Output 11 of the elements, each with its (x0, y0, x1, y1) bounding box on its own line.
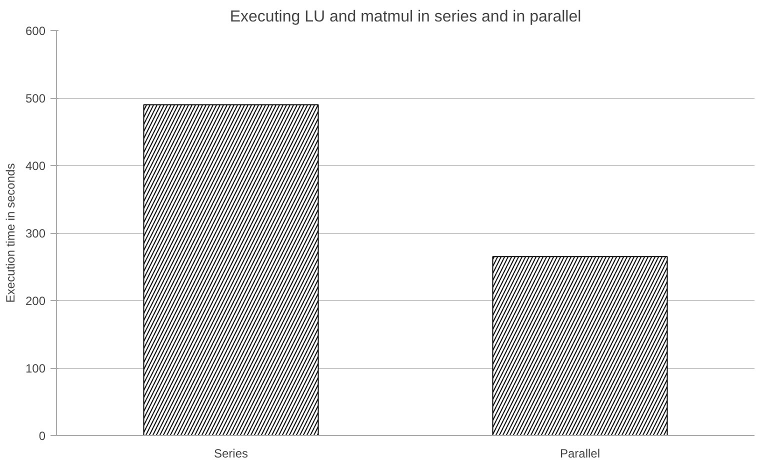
y-tick-label: 100 (25, 362, 46, 376)
y-tick-label: 500 (25, 92, 46, 106)
y-tick-label: 0 (38, 429, 46, 443)
x-tick-label: Series (214, 446, 248, 460)
chart-title: Executing LU and matmul in series and in parallel (230, 8, 582, 26)
y-tick-label: 600 (25, 24, 46, 38)
y-tick-label: 400 (25, 159, 46, 173)
y-tick-label: 200 (25, 294, 46, 308)
x-tick-label: Parallel (560, 446, 600, 460)
y-tick-label: 300 (25, 226, 46, 240)
y-axis-title: Execution time in seconds (3, 163, 18, 303)
